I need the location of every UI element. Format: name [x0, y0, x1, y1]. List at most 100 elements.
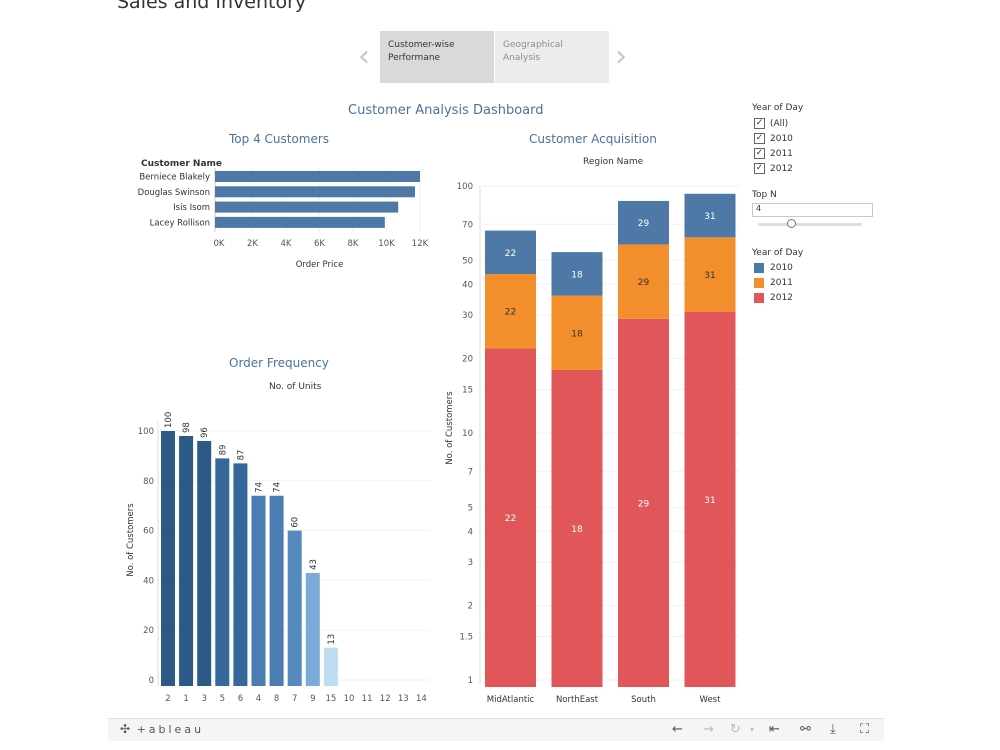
revert-dropdown-icon[interactable]: ▾ — [750, 725, 755, 734]
legend-label: 2011 — [770, 277, 793, 288]
customer-bar — [215, 186, 415, 198]
checkbox-checked-icon[interactable]: ✓ — [754, 133, 765, 144]
legend-swatch-2012 — [754, 292, 764, 303]
frequency-bar — [323, 647, 338, 686]
legend-swatch-2011 — [754, 277, 764, 288]
frequency-bar — [305, 572, 320, 686]
x-axis-label: Order Price — [296, 260, 344, 270]
checkbox-checked-icon[interactable]: ✓ — [754, 148, 765, 159]
redo-icon[interactable]: → — [703, 722, 714, 737]
year-option-label: 2011 — [770, 148, 793, 159]
x-tick-label: 9 — [310, 694, 315, 704]
y-tick-label: 60 — [143, 527, 154, 537]
bar-segment-2012 — [618, 318, 669, 687]
bar-value-label: 29 — [638, 499, 650, 509]
x-tick-label: 5 — [220, 694, 225, 704]
story-tab-customer-performance[interactable]: Customer-wise Performane — [380, 31, 494, 83]
share-icon[interactable]: ⚯ — [800, 722, 811, 737]
x-tick-label: 12 — [380, 694, 391, 704]
tableau-logo-text: +ableau — [136, 723, 205, 736]
revert-icon[interactable]: ↻ — [730, 722, 741, 737]
y-tick-label: 20 — [462, 355, 473, 365]
frequency-bar — [233, 463, 248, 686]
x-tick-label: 4 — [256, 694, 261, 704]
frequency-bar — [269, 495, 284, 686]
y-tick-label: 7 — [468, 467, 473, 477]
region-label: MidAtlantic — [487, 695, 535, 705]
bar-value-label: 89 — [218, 445, 228, 456]
checkbox-checked-icon[interactable]: ✓ — [754, 163, 765, 174]
customer-label: Isis Isom — [173, 203, 210, 213]
y-tick-label: 1 — [468, 676, 473, 686]
x-tick-label: 3 — [201, 694, 206, 704]
x-tick-label: 15 — [325, 694, 336, 704]
year-filter-option[interactable]: ✓ 2012 — [754, 161, 793, 176]
bar-value-label: 87 — [236, 450, 246, 461]
year-filter-list: ✓ (All) ✓ 2010 ✓ 2011 ✓ 2012 — [754, 116, 793, 176]
bar-segment-2012 — [684, 311, 736, 687]
story-tab-label: Geographical Analysis — [503, 40, 563, 63]
year-option-label: 2010 — [770, 133, 793, 144]
story-tab-geographical-analysis[interactable]: Geographical Analysis — [495, 31, 609, 83]
customer-bar — [215, 201, 399, 213]
y-tick-label: 0 — [149, 676, 154, 686]
topn-slider-thumb[interactable] — [787, 219, 796, 228]
legend-item[interactable]: 2012 — [754, 290, 793, 305]
x-tick-label: 8K — [348, 239, 359, 249]
region-label: West — [700, 695, 722, 705]
customer-label: Lacey Rollison — [150, 218, 210, 228]
legend-item[interactable]: 2011 — [754, 275, 793, 290]
topn-input[interactable]: 4 — [752, 203, 873, 217]
tableau-logo[interactable]: ✣ +ableau — [120, 722, 204, 736]
year-filter-option[interactable]: ✓ (All) — [754, 116, 793, 131]
bar-value-label: 13 — [327, 634, 337, 645]
customer-label: Berniece Blakely — [139, 173, 210, 183]
bar-value-label: 31 — [704, 212, 715, 222]
tableau-logo-icon: ✣ — [120, 722, 131, 736]
year-filter-option[interactable]: ✓ 2011 — [754, 146, 793, 161]
x-tick-label: 10 — [344, 694, 355, 704]
order-frequency-units-header: No. of Units — [269, 382, 322, 392]
legend-item[interactable]: 2010 — [754, 260, 793, 275]
page-title: Sales and Inventory — [117, 0, 307, 13]
y-tick-label: 4 — [468, 527, 473, 537]
bar-segment-2010 — [618, 200, 669, 245]
download-icon[interactable]: ⤓ — [830, 722, 836, 737]
y-tick-label: 50 — [462, 256, 473, 266]
reset-view-icon[interactable]: ⇤ — [769, 722, 780, 737]
topn-label: Top N — [752, 190, 777, 200]
checkbox-checked-icon[interactable]: ✓ — [754, 118, 765, 129]
y-tick-label: 40 — [462, 280, 473, 290]
category-header: Customer Name — [141, 159, 222, 169]
bar-value-label: 18 — [571, 329, 583, 339]
y-tick-label: 100 — [138, 427, 154, 437]
frequency-bar — [215, 458, 230, 686]
x-tick-label: 7 — [292, 694, 297, 704]
bar-segment-2012 — [551, 369, 603, 687]
year-filter-option[interactable]: ✓ 2010 — [754, 131, 793, 146]
bar-value-label: 96 — [200, 427, 210, 438]
bar-value-label: 22 — [505, 308, 516, 318]
y-tick-label: 10 — [462, 429, 473, 439]
y-tick-label: 1.5 — [459, 633, 473, 643]
color-legend: 2010 2011 2012 — [754, 260, 793, 305]
x-tick-label: 4K — [281, 239, 292, 249]
bar-segment-2010 — [684, 193, 736, 238]
prev-story-arrow-icon[interactable]: ‹ — [358, 39, 370, 74]
year-option-label: 2012 — [770, 163, 793, 174]
legend-swatch-2010 — [754, 262, 764, 273]
story-tab-label: Customer-wise Performane — [388, 40, 455, 63]
frequency-bar — [287, 530, 302, 686]
y-tick-label: 70 — [462, 220, 473, 230]
x-tick-label: 12K — [412, 239, 429, 249]
bar-value-label: 98 — [182, 422, 192, 433]
x-tick-label: 1 — [183, 694, 188, 704]
undo-icon[interactable]: ← — [672, 722, 683, 737]
fullscreen-icon[interactable]: ⛶ — [860, 722, 870, 737]
y-tick-label: 80 — [143, 477, 154, 487]
topn-slider-track[interactable] — [758, 223, 862, 226]
next-story-arrow-icon[interactable]: › — [615, 39, 627, 74]
customer-acquisition-chart: 1 1.5 2 3 4 5 7 10 15 20 30 40 50 70 100 No. of Custome… — [445, 182, 740, 705]
tableau-toolbar: ✣ +ableau ← → ↻ ▾ ⇤ ⚯ ⤓ ⛶ — [108, 718, 884, 741]
region-label: South — [631, 695, 656, 705]
